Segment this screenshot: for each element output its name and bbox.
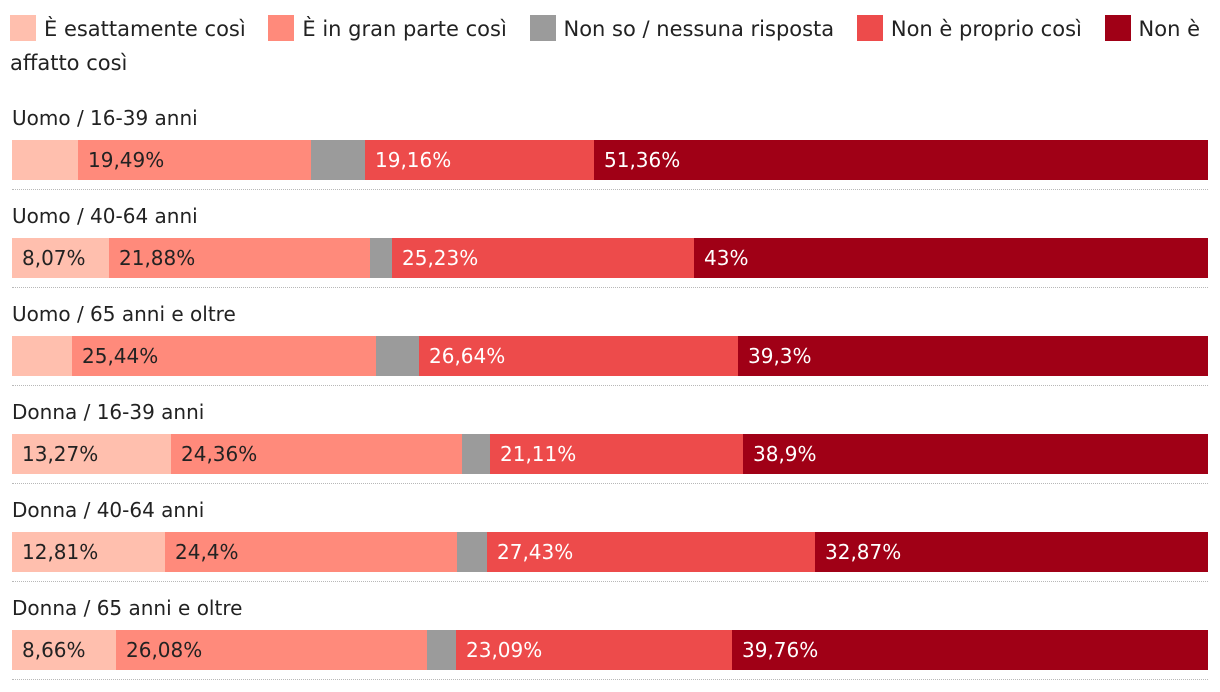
bar-segment[interactable] [427, 630, 456, 670]
stacked-bar: 13,27% 24,36% 21,11% 38,9% [12, 434, 1208, 474]
row-divider [12, 581, 1208, 582]
chart-row: Uomo / 65 anni e oltre 25,44% 26,64% 39,3% [12, 300, 1208, 398]
row-divider [12, 385, 1208, 386]
bar-segment[interactable] [72, 336, 376, 376]
chart-rows: Uomo / 16-39 anni 19,49% 19,16% 51,36% Uomo … [12, 104, 1208, 692]
chart-row: Uomo / 16-39 anni 19,49% 19,16% 51,36% [12, 104, 1208, 202]
legend-label: È in gran parte così [302, 17, 507, 41]
bar-segment[interactable] [109, 238, 370, 278]
category-label: Uomo / 65 anni e oltre [12, 302, 236, 326]
stacked-bar: 8,07% 21,88% 25,23% 43% [12, 238, 1208, 278]
legend-label: Non è proprio così [890, 17, 1082, 41]
legend-item[interactable]: Non so / nessuna risposta [529, 15, 835, 41]
legend-label: È esattamente così [44, 17, 246, 41]
bar-segment[interactable] [743, 434, 1208, 474]
bar-segment[interactable] [462, 434, 490, 474]
bar-segment[interactable] [12, 532, 165, 572]
bar-segment[interactable] [78, 140, 311, 180]
bar-segment[interactable] [116, 630, 427, 670]
legend: È esattamente così È in gran parte così … [10, 12, 1200, 80]
stacked-bar: 25,44% 26,64% 39,3% [12, 336, 1208, 376]
bar-segment[interactable] [12, 336, 72, 376]
chart-row: Donna / 65 anni e oltre 8,66% 26,08% 23,09%… [12, 594, 1208, 692]
legend-item[interactable]: Non è affatto così [10, 15, 1200, 75]
legend-swatch [10, 15, 36, 41]
legend-label: Non è affatto così [10, 17, 1200, 75]
bar-segment[interactable] [12, 238, 109, 278]
bar-segment[interactable] [594, 140, 1208, 180]
bar-segment[interactable] [171, 434, 462, 474]
bar-segment[interactable] [815, 532, 1208, 572]
category-label: Donna / 16-39 anni [12, 400, 205, 424]
legend-swatch [1104, 15, 1131, 41]
bar-segment[interactable] [419, 336, 738, 376]
bar-segment[interactable] [457, 532, 487, 572]
legend-label: Non so / nessuna risposta [563, 17, 835, 41]
bar-segment[interactable] [732, 630, 1208, 670]
bar-segment[interactable] [370, 238, 392, 278]
stacked-bar: 8,66% 26,08% 23,09% 39,76% [12, 630, 1208, 670]
bar-segment[interactable] [165, 532, 457, 572]
category-label: Uomo / 40-64 anni [12, 204, 198, 228]
bar-segment[interactable] [738, 336, 1208, 376]
bar-segment[interactable] [694, 238, 1208, 278]
bar-segment[interactable] [376, 336, 419, 376]
chart-row: Donna / 16-39 anni 13,27% 24,36% 21,11% 38,9… [12, 398, 1208, 496]
category-label: Donna / 65 anni e oltre [12, 596, 243, 620]
bar-segment[interactable] [487, 532, 815, 572]
legend-item[interactable]: È in gran parte così [268, 15, 507, 41]
bar-segment[interactable] [311, 140, 365, 180]
row-divider [12, 483, 1208, 484]
bar-segment[interactable] [392, 238, 694, 278]
category-label: Uomo / 16-39 anni [12, 106, 198, 130]
legend-item[interactable]: È esattamente così [10, 15, 246, 41]
bar-segment[interactable] [490, 434, 743, 474]
bar-segment[interactable] [365, 140, 594, 180]
bar-segment[interactable] [456, 630, 732, 670]
row-divider [12, 287, 1208, 288]
legend-swatch [529, 15, 556, 41]
stacked-bar: 19,49% 19,16% 51,36% [12, 140, 1208, 180]
stacked-bar: 12,81% 24,4% 27,43% 32,87% [12, 532, 1208, 572]
bar-segment[interactable] [12, 140, 78, 180]
category-label: Donna / 40-64 anni [12, 498, 205, 522]
legend-item[interactable]: Non è proprio così [856, 15, 1082, 41]
bar-segment[interactable] [12, 434, 171, 474]
chart-row: Uomo / 40-64 anni 8,07% 21,88% 25,23% 43% [12, 202, 1208, 300]
chart-row: Donna / 40-64 anni 12,81% 24,4% 27,43% 32,87… [12, 496, 1208, 594]
legend-swatch [856, 15, 883, 41]
row-divider [12, 679, 1208, 680]
row-divider [12, 189, 1208, 190]
bar-segment[interactable] [12, 630, 116, 670]
legend-swatch [268, 15, 295, 41]
